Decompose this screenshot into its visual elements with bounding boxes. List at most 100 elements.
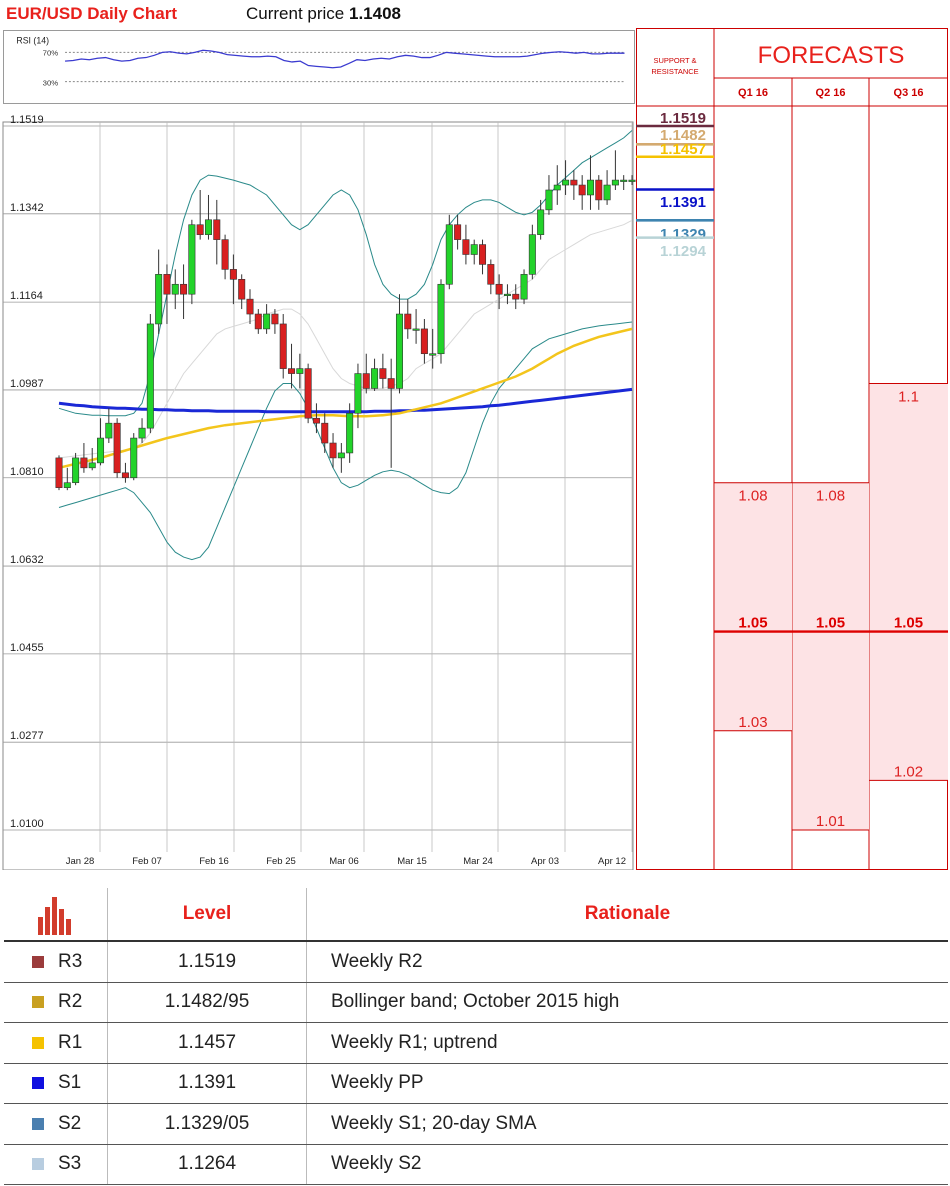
- candle: [121, 462, 129, 483]
- x-tick-label: Feb 16: [199, 856, 229, 867]
- y-tick-label: 1.1342: [10, 202, 44, 214]
- sr-level-value: 1.1457: [107, 1022, 307, 1064]
- candle: [586, 155, 594, 210]
- sr-table-header: Level Rationale: [4, 888, 948, 942]
- forecast-mid-label: 1.05: [738, 615, 767, 632]
- candle: [354, 363, 362, 429]
- forecast-q3: 1.1 1.05 1.02: [869, 382, 948, 781]
- sr-table-row: S3 1.1264 Weekly S2: [4, 1144, 948, 1185]
- x-tick-label: Apr 12: [598, 856, 626, 867]
- candle: [238, 274, 246, 310]
- candle: [371, 358, 379, 391]
- candles: [55, 150, 636, 491]
- sr-name-cell: R2: [4, 982, 108, 1023]
- sr-table-body: R3 1.1519 Weekly R2 R2 1.1482/95 Bollinger ba…: [4, 941, 948, 1185]
- sr-level-label: 1.1294: [660, 243, 707, 260]
- y-axis-ticks: 1.1519 1.1342 1.1164 1.0987 1.0810 1.0632 1.04…: [10, 114, 44, 830]
- candle: [479, 239, 487, 275]
- sr-label-line2: RESISTANCE: [651, 67, 698, 76]
- x-axis-ticks: Jan 28 Feb 07 Feb 16 Feb 25 Mar 06 Mar 15 Mar …: [66, 856, 626, 867]
- candle: [454, 214, 462, 250]
- candle: [362, 353, 370, 394]
- sr-level-label: 1.1457: [660, 141, 706, 158]
- candle: [180, 264, 188, 319]
- current-price-value: 1.1408: [349, 4, 401, 23]
- candle: [88, 447, 96, 471]
- color-swatch: [32, 996, 44, 1009]
- forecast-high-label: 1.08: [816, 488, 845, 505]
- candle: [545, 175, 553, 215]
- candle: [304, 363, 312, 424]
- sr-level-value: 1.1329/05: [107, 1103, 307, 1145]
- chart-title: EUR/USD Daily Chart: [6, 4, 177, 23]
- forecast-q2: 1.08 1.05 1.01: [792, 482, 869, 831]
- sr-level-label: 1.1519: [660, 110, 706, 127]
- sr-rationale: Weekly PP: [306, 1063, 948, 1104]
- sr-level: 1.1294: [636, 236, 714, 260]
- sr-table-row: R3 1.1519 Weekly R2: [4, 941, 948, 983]
- candle: [495, 274, 503, 310]
- y-tick-label: 1.0455: [10, 642, 44, 654]
- sr-rationale: Bollinger band; October 2015 high: [306, 982, 948, 1023]
- candle: [445, 214, 453, 290]
- candle: [171, 269, 179, 310]
- candle: [263, 304, 271, 334]
- candle: [246, 289, 254, 324]
- forecast-low-label: 1.01: [816, 813, 845, 830]
- sr-name: S3: [58, 1153, 82, 1175]
- y-tick-label: 1.1519: [10, 114, 44, 126]
- candle: [321, 413, 329, 453]
- candle: [155, 249, 163, 334]
- candle: [221, 234, 229, 280]
- candle: [229, 254, 237, 305]
- candle: [470, 239, 478, 265]
- grid: [3, 122, 633, 852]
- sr-rationale: Weekly R2: [306, 941, 948, 983]
- forecast-q1: 1.08 1.05 1.03: [714, 482, 792, 732]
- rsi-panel: RSI (14) 70% 30%: [3, 30, 635, 104]
- candle: [188, 219, 196, 305]
- candle: [80, 443, 88, 473]
- forecast-columns: 1.08 1.05 1.03 1.08 1.05 1.01 1.1 1.05 1.02: [714, 382, 948, 831]
- sr-table-row: S2 1.1329/05 Weekly S1; 20-day SMA: [4, 1103, 948, 1145]
- bar-chart-icon-cell: [4, 888, 108, 942]
- sr-level: 1.1519: [636, 110, 714, 128]
- price-chart: 1.1519 1.1342 1.1164 1.0987 1.0810 1.0632 1.04…: [2, 114, 636, 870]
- candle: [196, 190, 204, 240]
- candle: [296, 353, 304, 389]
- candle: [254, 309, 262, 334]
- candle: [570, 170, 578, 200]
- x-tick-label: Feb 25: [266, 856, 296, 867]
- x-tick-label: Mar 24: [463, 856, 493, 867]
- candle: [553, 165, 561, 205]
- current-price-label: Current price: [246, 4, 345, 23]
- forecasts-title: FORECASTS: [758, 42, 905, 69]
- forecast-low-label: 1.03: [738, 714, 767, 731]
- candle: [130, 433, 138, 481]
- rsi-line: [65, 49, 625, 69]
- sr-name-cell: S3: [4, 1144, 108, 1185]
- rsi-label: RSI (14): [16, 36, 49, 46]
- sr-level-label: 1.1329: [660, 226, 706, 243]
- candle: [271, 309, 279, 334]
- candle: [113, 418, 121, 478]
- sr-name-cell: S2: [4, 1103, 108, 1145]
- candle: [562, 160, 570, 195]
- candle: [487, 259, 495, 295]
- sr-level: 1.1482: [636, 127, 714, 146]
- sr-level-value: 1.1264: [107, 1144, 307, 1185]
- candle: [603, 170, 611, 205]
- candle: [312, 403, 320, 434]
- sr-label-line1: SUPPORT &: [653, 56, 696, 65]
- current-price: Current price 1.1408: [246, 4, 401, 24]
- sr-level-value: 1.1519: [107, 941, 307, 983]
- color-swatch: [32, 955, 44, 968]
- y-tick-label: 1.0987: [10, 378, 44, 390]
- candle: [512, 284, 520, 310]
- candle: [595, 175, 603, 210]
- y-tick-label: 1.0810: [10, 466, 44, 478]
- candle: [387, 358, 395, 468]
- sr-name-cell: R1: [4, 1022, 108, 1064]
- col-rationale: Rationale: [306, 888, 948, 942]
